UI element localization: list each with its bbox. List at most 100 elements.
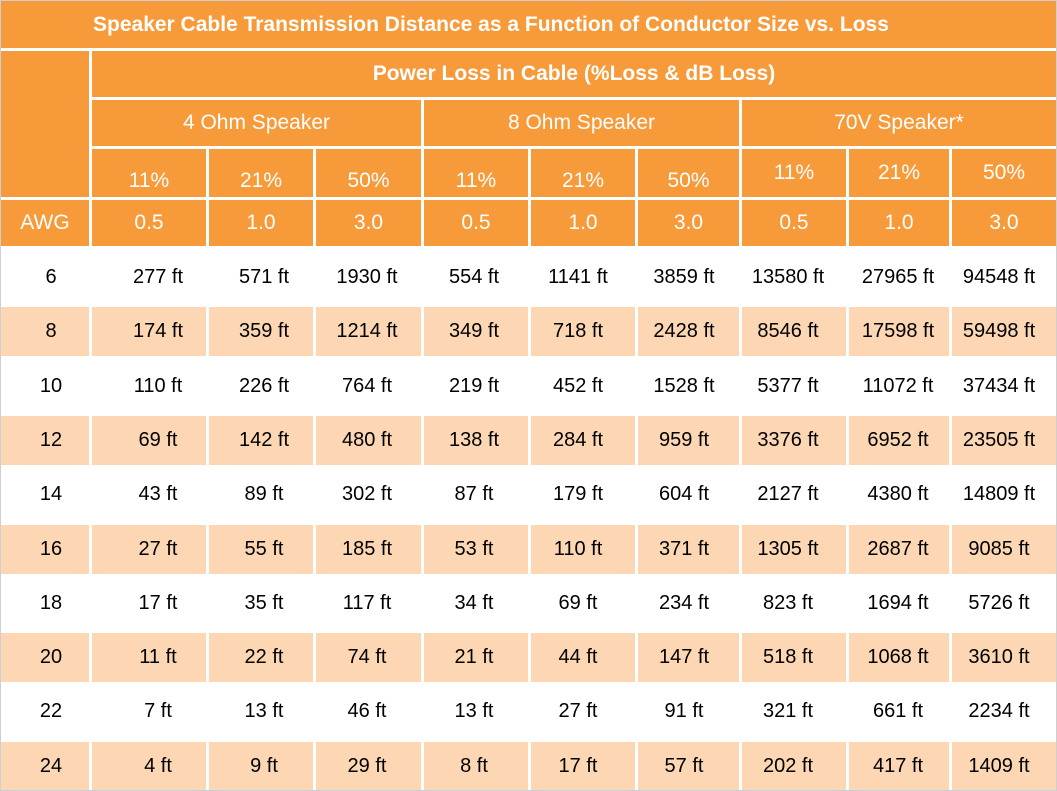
- column-divider: [635, 633, 638, 682]
- column-divider: [206, 525, 209, 574]
- column-divider: [528, 307, 531, 356]
- db-loss-header: 1.0: [209, 200, 313, 246]
- db-loss-header: 1.0: [531, 200, 635, 246]
- column-divider: [846, 307, 849, 356]
- distance-cell: 179 ft: [552, 482, 604, 505]
- distance-cell: 110 ft: [133, 374, 183, 397]
- distance-cell: 17598 ft: [861, 319, 935, 342]
- percent-loss-header: 50%: [316, 149, 421, 197]
- distance-cell: 22 ft: [244, 645, 284, 668]
- awg-header-label: AWG: [1, 200, 89, 246]
- distance-cell: 53 ft: [454, 537, 494, 560]
- distance-cell: 1214 ft: [336, 319, 398, 342]
- distance-cell: 13580 ft: [751, 265, 825, 288]
- distance-cell: 3376 ft: [757, 428, 819, 451]
- distance-cell: 9085 ft: [968, 537, 1030, 560]
- distance-cell: 554 ft: [448, 265, 500, 288]
- distance-cell: 277 ft: [132, 265, 184, 288]
- column-divider: [739, 307, 742, 356]
- column-divider: [421, 416, 424, 465]
- distance-cell: 3859 ft: [653, 265, 715, 288]
- distance-cell: 604 ft: [658, 482, 710, 505]
- distance-cell: 57 ft: [664, 754, 704, 777]
- awg-cell: 10: [39, 374, 63, 397]
- distance-cell: 718 ft: [552, 319, 604, 342]
- distance-cell: 823 ft: [762, 591, 814, 614]
- distance-cell: 452 ft: [552, 374, 604, 397]
- column-divider: [635, 416, 638, 465]
- distance-cell: 8546 ft: [757, 319, 819, 342]
- awg-cell: 22: [39, 699, 63, 722]
- distance-cell: 8 ft: [460, 754, 488, 777]
- distance-cell: 43 ft: [138, 482, 178, 505]
- column-divider: [528, 416, 531, 465]
- distance-cell: 3610 ft: [968, 645, 1030, 668]
- awg-header-block: [1, 51, 89, 197]
- column-divider: [421, 307, 424, 356]
- column-divider: [313, 525, 316, 574]
- awg-cell: 20: [39, 645, 63, 668]
- distance-cell: 23505 ft: [962, 428, 1036, 451]
- column-divider: [949, 416, 952, 465]
- column-divider: [89, 525, 92, 574]
- distance-cell: 46 ft: [347, 699, 387, 722]
- distance-cell: 35 ft: [244, 591, 284, 614]
- column-divider: [89, 416, 92, 465]
- distance-cell: 13 ft: [244, 699, 284, 722]
- awg-cell: 6: [45, 265, 57, 288]
- distance-cell: 417 ft: [872, 754, 924, 777]
- column-divider: [313, 633, 316, 682]
- distance-cell: 17 ft: [558, 754, 598, 777]
- column-divider: [739, 525, 742, 574]
- column-divider: [528, 633, 531, 682]
- column-divider: [421, 525, 424, 574]
- distance-cell: 202 ft: [762, 754, 814, 777]
- awg-cell: 8: [45, 319, 57, 342]
- column-divider: [206, 742, 209, 790]
- distance-cell: 117 ft: [342, 591, 392, 614]
- distance-cell: 7 ft: [144, 699, 172, 722]
- column-divider: [206, 416, 209, 465]
- distance-cell: 17 ft: [138, 591, 178, 614]
- percent-loss-header: 11%: [424, 149, 528, 197]
- db-loss-header: 0.5: [742, 200, 846, 246]
- distance-cell: 5726 ft: [968, 591, 1030, 614]
- distance-cell: 59498 ft: [962, 319, 1036, 342]
- distance-cell: 11 ft: [139, 645, 177, 668]
- distance-cell: 14809 ft: [962, 482, 1036, 505]
- column-divider: [949, 307, 952, 356]
- distance-cell: 29 ft: [347, 754, 387, 777]
- distance-cell: 2234 ft: [968, 699, 1030, 722]
- column-divider: [635, 742, 638, 790]
- percent-loss-header: 50%: [952, 149, 1056, 197]
- distance-cell: 27 ft: [558, 699, 598, 722]
- distance-cell: 1528 ft: [653, 374, 715, 397]
- db-loss-header: 0.5: [92, 200, 206, 246]
- speaker-group-header: 70V Speaker*: [742, 100, 1056, 146]
- distance-cell: 69 ft: [558, 591, 598, 614]
- distance-cell: 142 ft: [238, 428, 290, 451]
- awg-cell: 12: [39, 428, 63, 451]
- column-divider: [421, 742, 424, 790]
- percent-loss-header: 21%: [849, 149, 949, 197]
- awg-cell: 14: [39, 482, 63, 505]
- distance-cell: 27965 ft: [861, 265, 935, 288]
- distance-cell: 147 ft: [658, 645, 710, 668]
- distance-cell: 21 ft: [454, 645, 494, 668]
- distance-cell: 4380 ft: [867, 482, 929, 505]
- distance-cell: 55 ft: [244, 537, 284, 560]
- awg-cell: 24: [39, 754, 63, 777]
- column-divider: [206, 307, 209, 356]
- db-loss-header: 3.0: [952, 200, 1056, 246]
- distance-cell: 11072 ft: [862, 374, 934, 397]
- distance-cell: 4 ft: [144, 754, 172, 777]
- column-divider: [313, 742, 316, 790]
- distance-cell: 87 ft: [454, 482, 494, 505]
- column-divider: [739, 633, 742, 682]
- distance-cell: 302 ft: [341, 482, 393, 505]
- distance-cell: 1141 ft: [548, 265, 608, 288]
- distance-cell: 27 ft: [138, 537, 178, 560]
- column-divider: [313, 307, 316, 356]
- percent-loss-header: 21%: [209, 149, 313, 197]
